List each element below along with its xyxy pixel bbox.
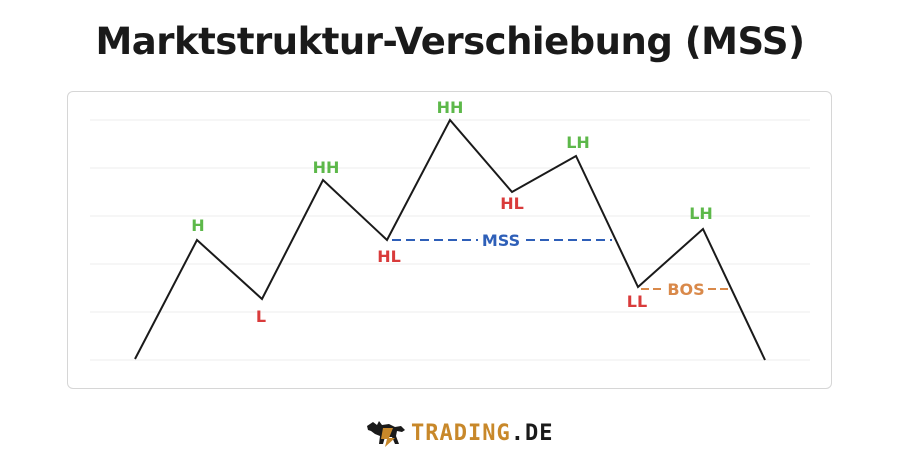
- label-ll: LL: [627, 292, 647, 311]
- label-lh-2: LH: [689, 204, 713, 223]
- label-hl-2: HL: [500, 194, 524, 213]
- label-lh-1: LH: [566, 133, 590, 152]
- brand-logo[interactable]: TRADING.DE: [365, 418, 553, 448]
- label-l: L: [256, 307, 266, 326]
- bull-icon: [367, 421, 405, 447]
- brand-name: TRADING.DE: [411, 421, 553, 446]
- label-hh-2: HH: [437, 98, 464, 117]
- brand-footer: TRADING.DE: [0, 410, 900, 450]
- brand-name-part2: .DE: [510, 420, 554, 446]
- label-h: H: [191, 216, 204, 235]
- page-title: Marktstruktur-Verschiebung (MSS): [95, 20, 805, 63]
- mss-label: MSS: [482, 231, 520, 250]
- grid-lines: [90, 119, 810, 361]
- price-path: [134, 118, 766, 361]
- label-hh-1: HH: [313, 158, 340, 177]
- label-hl-1: HL: [377, 247, 401, 266]
- brand-name-part1: TRADING: [411, 420, 511, 446]
- bos-label: BOS: [667, 280, 704, 299]
